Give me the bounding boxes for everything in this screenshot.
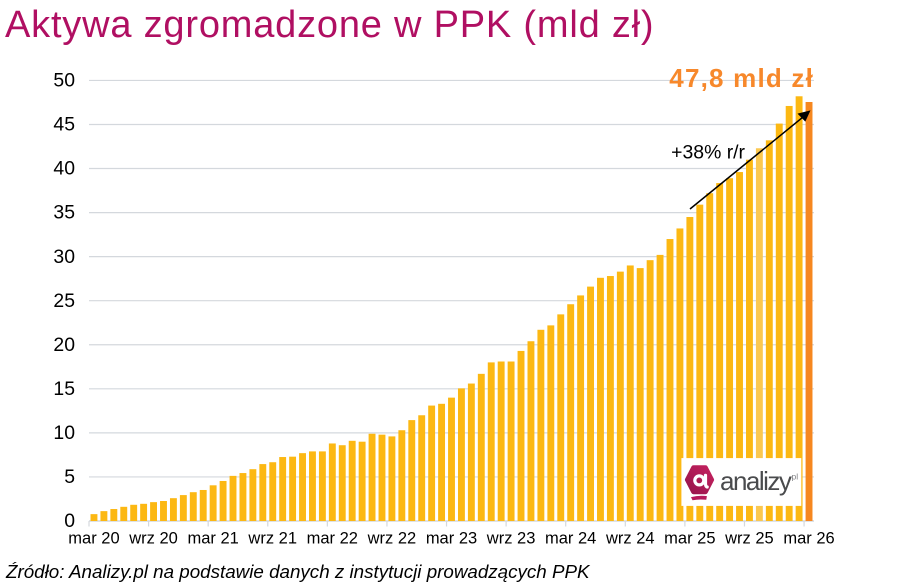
- svg-text:35: 35: [53, 202, 75, 224]
- svg-text:0: 0: [64, 510, 75, 532]
- svg-text:wrz 21: wrz 21: [247, 530, 297, 548]
- svg-text:mar 22: mar 22: [307, 530, 358, 548]
- svg-text:mar 21: mar 21: [187, 530, 238, 548]
- svg-text:mar 24: mar 24: [545, 530, 596, 548]
- svg-text:wrz 20: wrz 20: [128, 530, 178, 548]
- svg-text:mar 23: mar 23: [426, 530, 477, 548]
- svg-text:5: 5: [64, 466, 75, 488]
- svg-text:wrz 22: wrz 22: [367, 530, 417, 548]
- svg-text:wrz 24: wrz 24: [605, 530, 655, 548]
- svg-text:mar 26: mar 26: [783, 530, 834, 548]
- svg-text:10: 10: [53, 422, 75, 444]
- svg-text:50: 50: [53, 70, 75, 92]
- svg-text:25: 25: [53, 290, 75, 312]
- svg-text:pl: pl: [792, 471, 799, 481]
- svg-text:wrz 25: wrz 25: [724, 530, 774, 548]
- svg-text:15: 15: [53, 378, 75, 400]
- svg-text:20: 20: [53, 334, 75, 356]
- svg-text:30: 30: [53, 246, 75, 268]
- svg-text:mar 25: mar 25: [664, 530, 715, 548]
- svg-text:wrz 23: wrz 23: [486, 530, 536, 548]
- svg-text:40: 40: [53, 158, 75, 180]
- svg-text:45: 45: [53, 114, 75, 136]
- svg-text:analizy: analizy: [720, 466, 792, 496]
- svg-text:mar 20: mar 20: [68, 530, 119, 548]
- svg-text:+38% r/r: +38% r/r: [671, 142, 745, 164]
